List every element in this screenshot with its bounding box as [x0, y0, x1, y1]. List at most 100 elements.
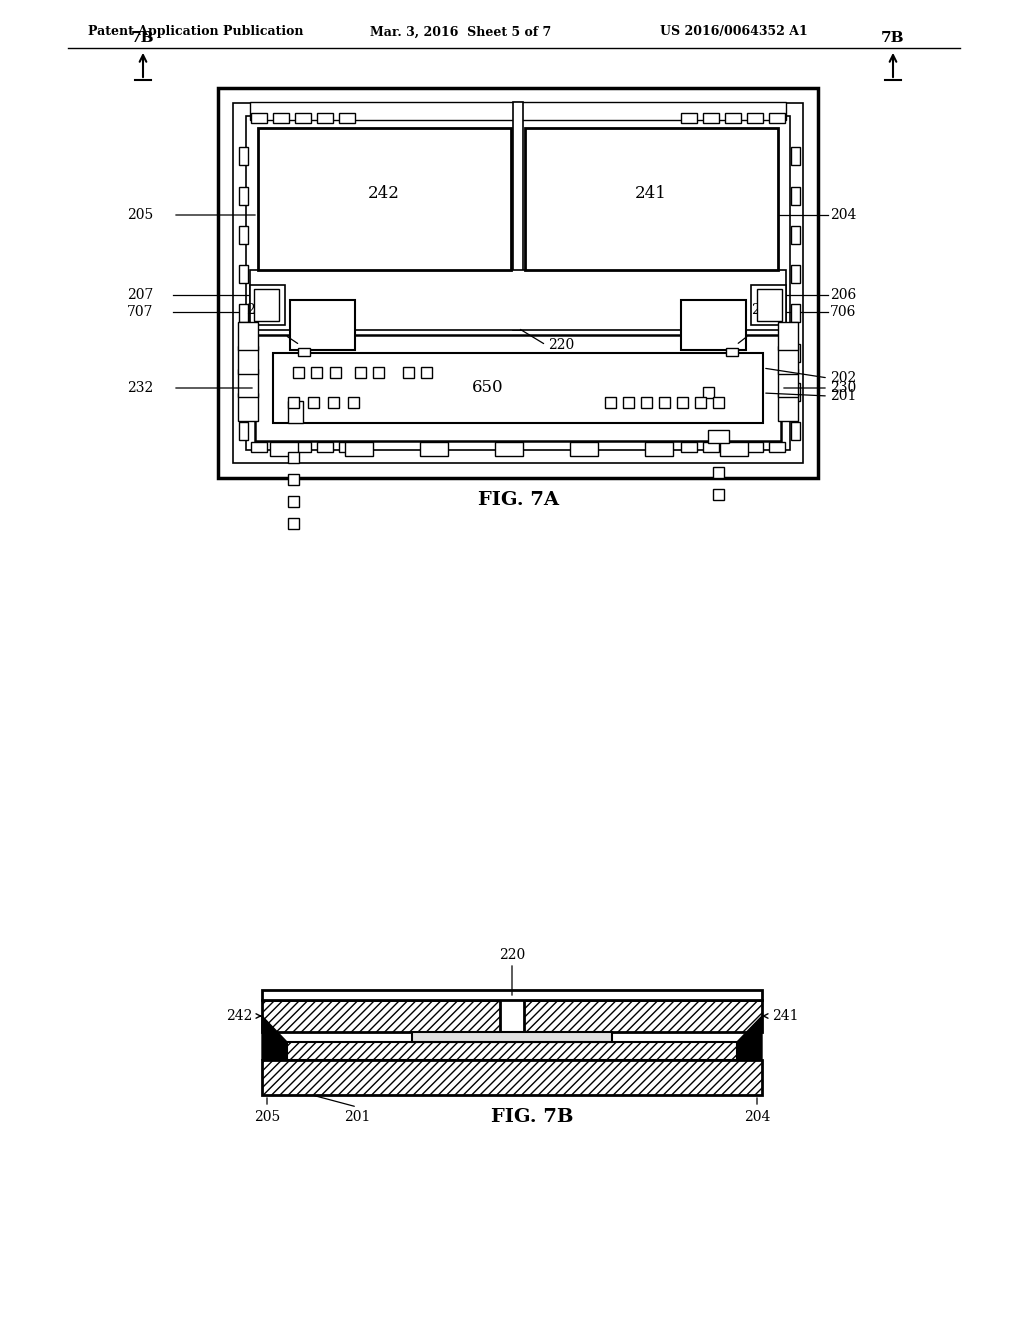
Bar — [681, 114, 697, 123]
Bar — [262, 1060, 762, 1096]
Bar — [287, 1041, 737, 1060]
Bar — [412, 1032, 612, 1041]
Bar — [262, 990, 762, 1001]
Bar — [288, 474, 299, 484]
Bar — [713, 397, 724, 408]
Bar — [270, 442, 298, 455]
Bar — [791, 343, 800, 362]
Text: Patent Application Publication: Patent Application Publication — [88, 25, 303, 38]
Bar — [239, 383, 248, 401]
Bar — [791, 265, 800, 282]
Bar — [778, 322, 798, 350]
Bar — [623, 397, 634, 408]
Bar — [720, 442, 748, 455]
Bar — [273, 442, 289, 451]
Bar — [778, 393, 798, 421]
Bar — [239, 226, 248, 244]
Bar — [769, 442, 785, 451]
Bar — [695, 397, 706, 408]
Text: US 2016/0064352 A1: US 2016/0064352 A1 — [660, 25, 808, 38]
Bar — [605, 397, 616, 408]
Bar — [317, 442, 333, 451]
Bar — [239, 422, 248, 440]
Bar — [238, 370, 258, 397]
Bar — [746, 114, 763, 123]
Bar — [218, 88, 818, 478]
Bar — [295, 114, 311, 123]
Bar — [373, 367, 384, 378]
Bar — [254, 289, 279, 321]
Bar — [421, 367, 432, 378]
Bar — [525, 128, 778, 271]
Bar — [570, 442, 598, 455]
Bar — [703, 114, 719, 123]
Bar — [339, 114, 355, 123]
Bar — [255, 335, 781, 441]
Bar — [233, 103, 803, 463]
Bar — [295, 442, 311, 451]
Bar — [703, 387, 714, 399]
Bar — [645, 442, 673, 455]
Bar — [288, 496, 299, 507]
Text: 205: 205 — [254, 1110, 281, 1125]
Text: 201: 201 — [344, 1110, 371, 1125]
Bar — [250, 102, 786, 120]
Text: 220: 220 — [499, 948, 525, 962]
Bar — [524, 1001, 762, 1032]
Bar — [238, 346, 258, 374]
Bar — [708, 430, 729, 444]
Bar — [659, 397, 670, 408]
Bar — [251, 442, 267, 451]
Bar — [746, 442, 763, 451]
Text: 221: 221 — [751, 304, 777, 317]
Bar — [330, 367, 341, 378]
Bar — [757, 289, 782, 321]
Text: 220: 220 — [548, 338, 574, 352]
Bar — [251, 114, 267, 123]
Text: 230: 230 — [830, 381, 856, 395]
Bar — [293, 367, 304, 378]
Bar — [317, 114, 333, 123]
Bar — [677, 397, 688, 408]
Text: 242: 242 — [225, 1008, 252, 1023]
Bar — [239, 186, 248, 205]
Bar — [273, 352, 763, 422]
Text: FIG. 7B: FIG. 7B — [490, 1107, 573, 1126]
Bar — [239, 265, 248, 282]
Text: 205: 205 — [127, 209, 153, 222]
Polygon shape — [262, 1016, 287, 1060]
Bar — [495, 442, 523, 455]
Text: 204: 204 — [743, 1110, 770, 1125]
Bar — [348, 397, 359, 408]
Bar — [288, 397, 299, 408]
Bar — [238, 393, 258, 421]
Text: 242: 242 — [368, 186, 400, 202]
Text: 206: 206 — [830, 288, 856, 302]
Bar — [769, 114, 785, 123]
Text: 241: 241 — [635, 186, 667, 202]
Bar — [403, 367, 414, 378]
Bar — [713, 488, 724, 500]
Bar — [238, 322, 258, 350]
Bar — [250, 271, 786, 330]
Bar — [681, 442, 697, 451]
Bar — [725, 114, 741, 123]
Bar — [681, 300, 746, 350]
Text: 7B: 7B — [882, 30, 905, 45]
Bar — [791, 148, 800, 165]
Bar — [246, 116, 790, 450]
Bar — [726, 348, 738, 356]
Text: 207: 207 — [127, 288, 153, 302]
Bar — [791, 383, 800, 401]
Bar — [778, 370, 798, 397]
Bar — [791, 226, 800, 244]
Bar — [355, 367, 366, 378]
Bar — [791, 186, 800, 205]
Bar — [513, 102, 523, 330]
Bar — [273, 114, 289, 123]
Bar — [339, 442, 355, 451]
Bar — [328, 397, 339, 408]
Text: 707: 707 — [127, 305, 153, 319]
Bar — [420, 442, 449, 455]
Bar — [298, 348, 310, 356]
